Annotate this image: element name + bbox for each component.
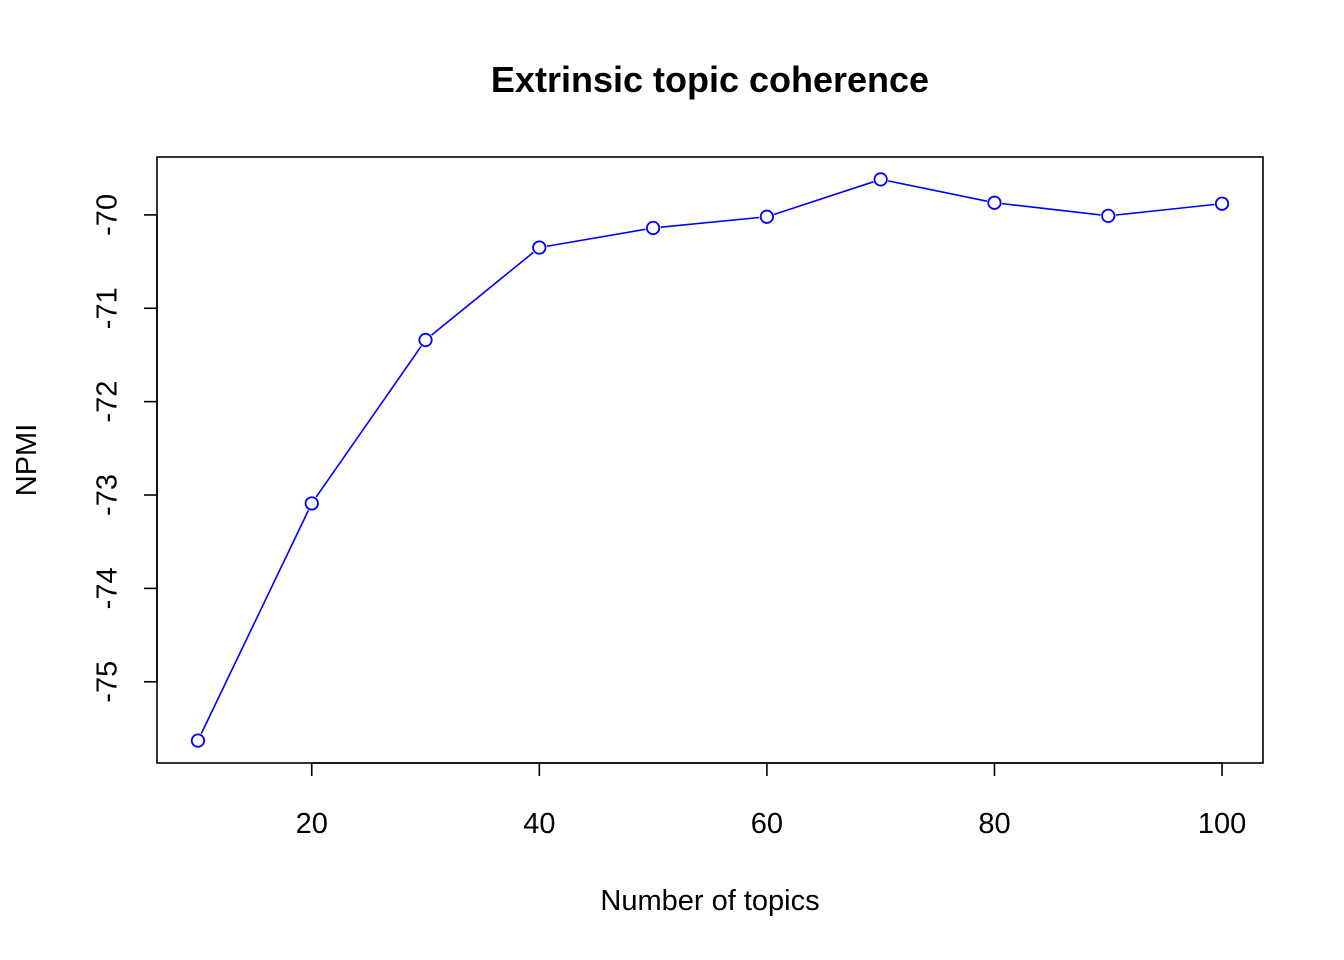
data-point	[1101, 208, 1116, 223]
series-line-segment	[773, 181, 874, 216]
data-point	[1214, 196, 1230, 211]
x-tick-label: 80	[978, 808, 1010, 840]
plot-frame	[156, 156, 1264, 764]
series-line-segment	[431, 251, 534, 336]
chart-title: Extrinsic topic coherence	[491, 59, 929, 100]
x-tick-label: 100	[1198, 808, 1246, 840]
y-axis-label: NPMI	[11, 424, 43, 497]
series-line-segment	[315, 345, 422, 498]
data-point	[190, 733, 206, 748]
x-axis-label: Number of topics	[600, 885, 819, 917]
series-line-segment	[888, 180, 988, 202]
y-tick-label: -74	[92, 567, 124, 609]
x-tick-label: 20	[296, 808, 328, 840]
data-point	[304, 496, 319, 511]
y-tick-label: -75	[92, 661, 124, 703]
y-axis: -75 -74 -73 -72 -71 -70	[92, 194, 158, 703]
data-point	[987, 195, 1002, 210]
x-tick-label: 60	[751, 808, 783, 840]
y-tick-label: -73	[92, 474, 124, 516]
data-series	[190, 172, 1230, 748]
series-line-segment	[1115, 203, 1215, 216]
data-point	[873, 172, 888, 187]
x-tick-label: 40	[523, 808, 555, 840]
series-line-segment	[1002, 202, 1101, 216]
y-tick-label: -71	[92, 287, 124, 329]
y-tick-label: -72	[92, 381, 124, 423]
series-line-segment	[660, 216, 760, 229]
data-point	[532, 240, 547, 255]
data-point	[418, 332, 433, 348]
data-point	[646, 220, 661, 236]
series-line-segment	[546, 228, 646, 248]
series-line-segment	[200, 510, 310, 734]
x-axis: 20 40 60 80 100	[296, 762, 1246, 840]
data-point	[759, 209, 774, 224]
y-tick-label: -70	[92, 194, 124, 236]
